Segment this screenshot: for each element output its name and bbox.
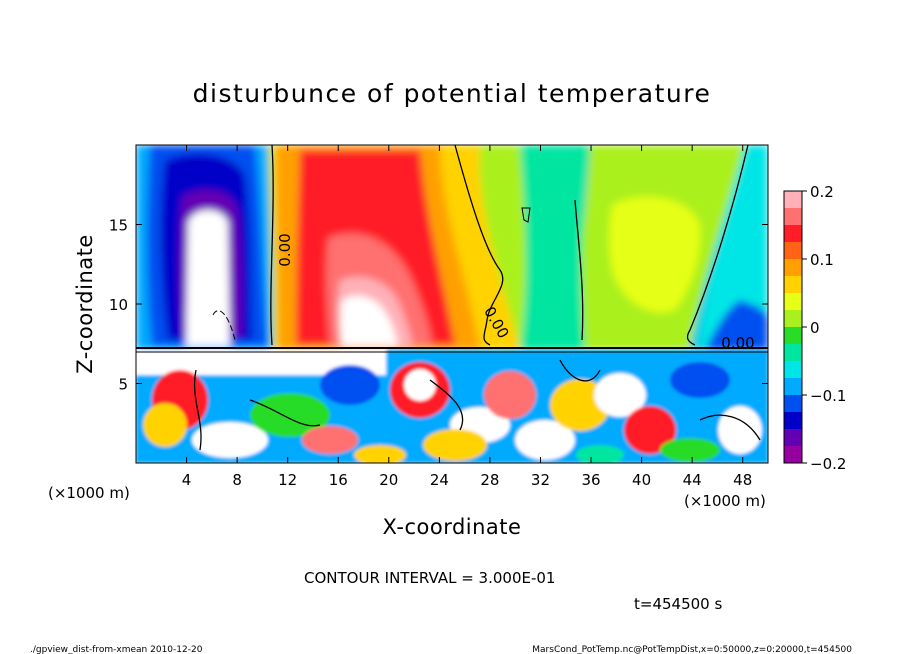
colorbar-cell xyxy=(784,242,802,260)
x-tick-label: 8 xyxy=(232,471,242,489)
neg-contour xyxy=(212,310,236,341)
colorbar-cell xyxy=(784,361,802,379)
colorbar-cell xyxy=(784,327,802,345)
colorbar-cell xyxy=(784,310,802,328)
right-edge-blue xyxy=(705,300,768,350)
x-tick-label: 4 xyxy=(182,471,192,489)
right-cyan-tongue xyxy=(520,145,590,350)
footer-left: ./gpview_dist-from-xmean 2010-12-20 xyxy=(30,645,203,654)
footer-right: MarsCond_PotTemp.nc@PotTempDist,x=0:5000… xyxy=(532,645,852,654)
colorbar-cell xyxy=(784,259,802,277)
plot-area: 0.00 0.00 0.00 xyxy=(136,145,768,463)
colorbar-tick-label: 0.1 xyxy=(810,251,834,269)
colorbar-cell xyxy=(784,225,802,243)
zero-contour xyxy=(686,145,749,346)
colorbar-tick-label: 0.2 xyxy=(810,183,834,201)
colorbar-cell xyxy=(784,429,802,447)
y-tick-label: 15 xyxy=(109,217,128,235)
colorbar-cell xyxy=(784,446,802,464)
x-tick-label: 36 xyxy=(581,471,600,489)
colorbar-cell xyxy=(784,276,802,294)
x-unit-label-left: (×1000 m) xyxy=(48,484,130,502)
colorbar-cell xyxy=(784,395,802,413)
x-unit-label-right: (×1000 m) xyxy=(684,492,766,510)
x-axis-title: X-coordinate xyxy=(383,515,522,539)
colorbar-cell xyxy=(784,344,802,362)
zero-contour xyxy=(574,199,584,341)
lower-field xyxy=(136,350,768,463)
tiny-contour xyxy=(521,207,531,223)
right-yellow-region xyxy=(609,196,701,313)
colorbar-tick-label: −0.2 xyxy=(810,455,846,473)
colorbar-cell xyxy=(784,208,802,226)
colorbar-tick-label: 0 xyxy=(810,319,820,337)
colorbar-cell xyxy=(784,412,802,430)
colorbar-cell xyxy=(784,378,802,396)
white-core xyxy=(340,295,398,346)
zero-contour xyxy=(454,145,504,346)
x-tick-label: 40 xyxy=(632,471,651,489)
colorbar-cell xyxy=(784,191,802,209)
x-tick-label: 24 xyxy=(430,471,449,489)
x-tick-label: 20 xyxy=(379,471,398,489)
contour-interval-note: CONTOUR INTERVAL = 3.000E-01 xyxy=(304,569,555,587)
time-label: t=454500 s xyxy=(634,595,722,613)
y-tick-label: 5 xyxy=(118,376,128,394)
x-tick-label: 32 xyxy=(531,471,550,489)
upper-field xyxy=(136,145,768,350)
x-axis: 4 8 12 16 20 24 28 32 36 40 44 48 xyxy=(182,145,752,489)
contour-lines xyxy=(136,145,768,451)
contour-label: 0.00 xyxy=(276,233,294,266)
y-axis-title: Z-coordinate xyxy=(73,234,97,374)
x-tick-label: 16 xyxy=(329,471,348,489)
white-column xyxy=(186,210,230,346)
colorbar: 0.2 0.1 0 −0.1 −0.2 xyxy=(783,183,846,473)
y-axis: 5 10 15 xyxy=(109,217,768,394)
lower-contour xyxy=(193,359,761,451)
right-edge-cyan xyxy=(700,145,768,350)
chart-title: disturbunce of potential temperature xyxy=(193,79,712,108)
zero-contour xyxy=(270,145,274,346)
colorbar-tick-label: −0.1 xyxy=(810,387,846,405)
y-tick-label: 10 xyxy=(109,296,128,314)
x-tick-label: 12 xyxy=(278,471,297,489)
colorbar-cell xyxy=(784,293,802,311)
contour-label: 0.00 xyxy=(721,334,754,352)
x-tick-label: 44 xyxy=(683,471,702,489)
x-tick-label: 48 xyxy=(733,471,752,489)
x-tick-label: 28 xyxy=(480,471,499,489)
